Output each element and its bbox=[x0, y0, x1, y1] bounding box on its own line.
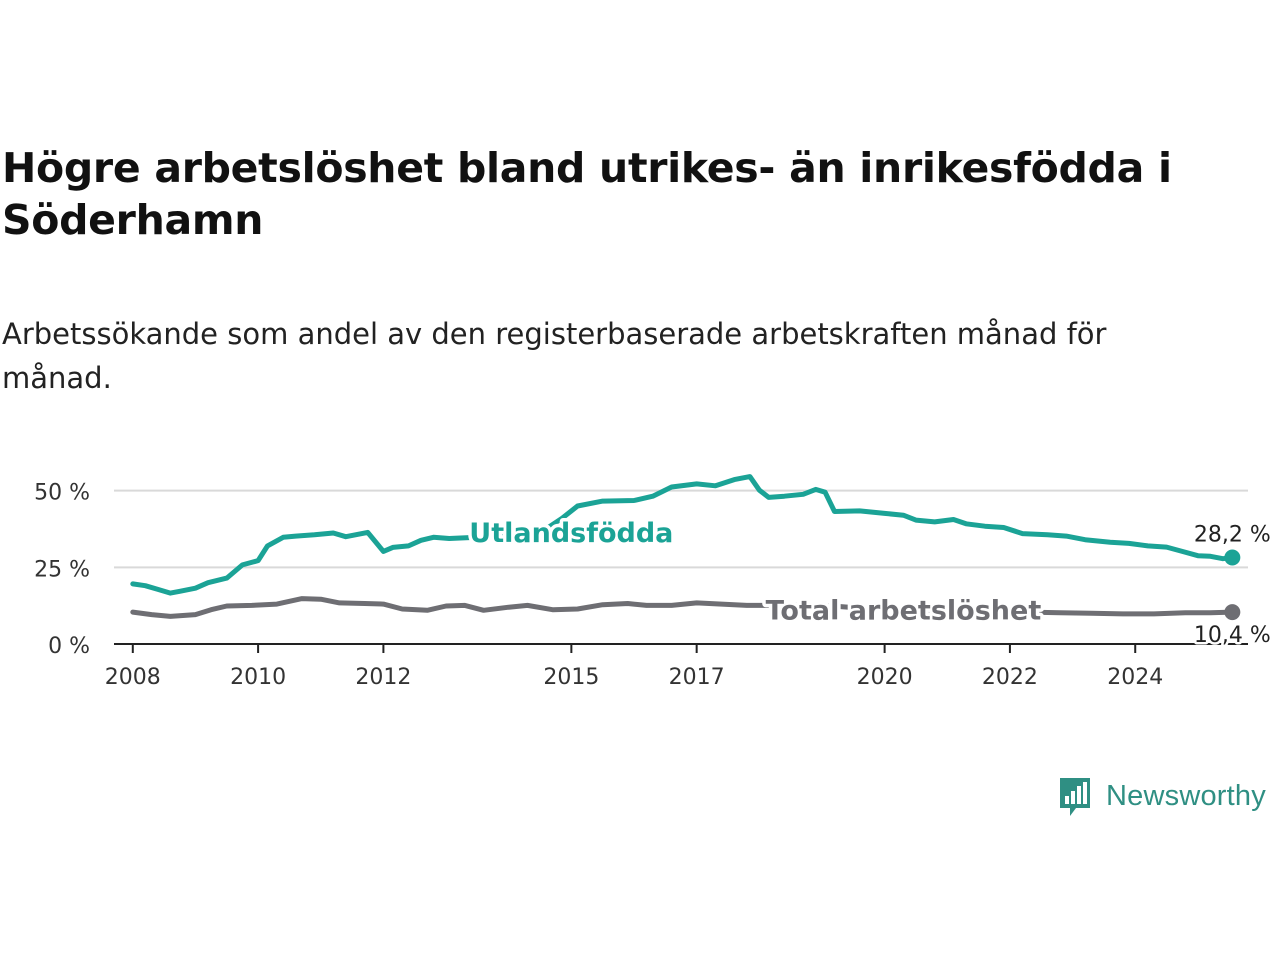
chart-title: Högre arbetslöshet bland utrikes- än inr… bbox=[2, 144, 1172, 244]
brand-name: Newsworthy bbox=[1106, 779, 1266, 812]
x-tick-label: 2008 bbox=[105, 665, 161, 690]
x-tick-label: 2020 bbox=[857, 665, 913, 690]
end-dot-total bbox=[1224, 604, 1241, 621]
series-label-total: Total arbetslöshet bbox=[766, 596, 1042, 627]
chart-subtitle: Arbetssökande som andel av den registerb… bbox=[2, 317, 1107, 395]
x-tick-label: 2012 bbox=[355, 665, 411, 690]
x-tick-label: 2017 bbox=[669, 665, 725, 690]
end-label-total: 10,4 % bbox=[1194, 623, 1271, 648]
y-tick-label: 0 % bbox=[48, 634, 90, 659]
series-line-total bbox=[130, 596, 1235, 619]
end-dot-utlandsfodda bbox=[1224, 549, 1241, 566]
x-tick-label: 2024 bbox=[1107, 665, 1163, 690]
y-tick-label: 50 % bbox=[34, 481, 90, 506]
x-tick-label: 2022 bbox=[982, 665, 1038, 690]
y-tick-label: 25 % bbox=[34, 557, 90, 582]
line-chart: 0 % 25 % 50 % 2008 2010 2012 2015 2017 2020 2022 2… bbox=[34, 474, 1273, 690]
x-tick-label: 2015 bbox=[543, 665, 599, 690]
newsworthy-logo: Newsworthy bbox=[1058, 772, 1280, 820]
series-label-utlandsfodda: Utlandsfödda bbox=[469, 518, 673, 549]
series-line-utlandsfodda bbox=[130, 474, 1235, 596]
newsworthy-logo-icon bbox=[1060, 778, 1090, 816]
end-label-utlandsfodda: 28,2 % bbox=[1194, 523, 1271, 548]
x-tick-label: 2010 bbox=[230, 665, 286, 690]
